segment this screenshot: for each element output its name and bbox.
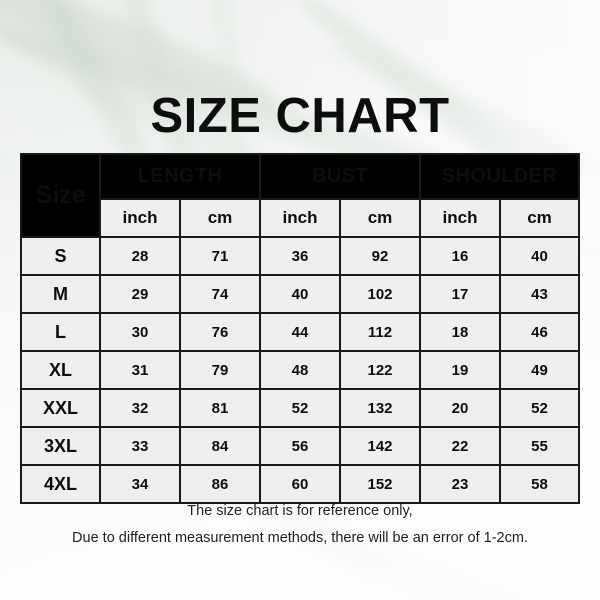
cell-bust-cm: 152 — [338, 464, 422, 504]
cell-shoulder-cm: 43 — [499, 274, 581, 314]
table-body: S 28 71 36 92 16 40 M 29 74 40 102 17 43 — [20, 236, 581, 504]
cell-bust-cm: 132 — [338, 388, 422, 428]
cell-shoulder-cm: 46 — [499, 312, 581, 352]
table-row: XL 31 79 48 122 19 49 — [20, 350, 581, 390]
cell-length-inch: 31 — [99, 350, 181, 390]
cell-shoulder-cm: 40 — [499, 236, 581, 276]
cell-length-inch: 33 — [99, 426, 181, 466]
table-header: Size LENGTH BUST SHOULDER inch cm inch c… — [20, 153, 581, 238]
unit-header-bust-inch: inch — [259, 198, 341, 238]
unit-header-length-inch: inch — [99, 198, 181, 238]
cell-bust-cm: 122 — [338, 350, 422, 390]
cell-shoulder-cm: 58 — [499, 464, 581, 504]
unit-header-length-cm: cm — [179, 198, 261, 238]
cell-shoulder-cm: 55 — [499, 426, 581, 466]
table-header-group-row: Size LENGTH BUST SHOULDER — [20, 153, 581, 238]
cell-bust-inch: 60 — [259, 464, 341, 504]
cell-length-inch: 30 — [99, 312, 181, 352]
cell-shoulder-inch: 23 — [419, 464, 502, 504]
unit-header-shoulder-cm: cm — [499, 198, 581, 238]
disclaimer-line-2: Due to different measurement methods, th… — [72, 530, 528, 546]
cell-bust-inch: 36 — [259, 236, 341, 276]
cell-bust-inch: 52 — [259, 388, 341, 428]
cell-length-cm: 84 — [179, 426, 261, 466]
cell-bust-cm: 112 — [338, 312, 422, 352]
unit-header-bust-cm: cm — [338, 198, 422, 238]
cell-shoulder-inch: 18 — [419, 312, 502, 352]
cell-bust-cm: 142 — [338, 426, 422, 466]
cell-size: 3XL — [20, 426, 101, 466]
table-row: L 30 76 44 112 18 46 — [20, 312, 581, 352]
column-header-bust: BUST — [258, 153, 422, 200]
cell-bust-inch: 44 — [259, 312, 341, 352]
cell-shoulder-inch: 19 — [419, 350, 502, 390]
cell-size: XL — [20, 350, 101, 390]
cell-size: XXL — [20, 388, 101, 428]
table-row: M 29 74 40 102 17 43 — [20, 274, 581, 314]
cell-shoulder-inch: 17 — [419, 274, 502, 314]
table-row: 4XL 34 86 60 152 23 58 — [20, 464, 581, 504]
cell-length-cm: 79 — [179, 350, 261, 390]
cell-bust-inch: 40 — [259, 274, 341, 314]
cell-shoulder-cm: 49 — [499, 350, 581, 390]
cell-length-inch: 29 — [99, 274, 181, 314]
table-row: S 28 71 36 92 16 40 — [20, 236, 581, 276]
cell-shoulder-inch: 20 — [419, 388, 502, 428]
column-header-size: Size — [20, 153, 101, 238]
cell-shoulder-inch: 22 — [419, 426, 502, 466]
cell-size: S — [20, 236, 101, 276]
cell-length-inch: 28 — [99, 236, 181, 276]
cell-length-inch: 32 — [99, 388, 181, 428]
cell-shoulder-inch: 16 — [419, 236, 502, 276]
disclaimer-line-1: The size chart is for reference only, — [187, 503, 413, 519]
cell-length-cm: 81 — [179, 388, 261, 428]
unit-header-shoulder-inch: inch — [419, 198, 502, 238]
page-title: SIZE CHART — [150, 89, 450, 143]
cell-bust-cm: 92 — [338, 236, 422, 276]
cell-size: 4XL — [20, 464, 101, 504]
cell-length-cm: 76 — [179, 312, 261, 352]
cell-shoulder-cm: 52 — [499, 388, 581, 428]
table-row: 3XL 33 84 56 142 22 55 — [20, 426, 581, 466]
cell-length-cm: 86 — [179, 464, 261, 504]
cell-length-inch: 34 — [99, 464, 181, 504]
cell-bust-inch: 48 — [259, 350, 341, 390]
cell-size: M — [20, 274, 101, 314]
table-header-unit-row: inch cm inch cm inch cm — [21, 198, 581, 238]
cell-bust-inch: 56 — [259, 426, 341, 466]
cell-length-cm: 71 — [179, 236, 261, 276]
cell-bust-cm: 102 — [338, 274, 422, 314]
column-header-length: LENGTH — [99, 153, 261, 200]
cell-size: L — [20, 312, 101, 352]
column-header-shoulder: SHOULDER — [419, 153, 581, 200]
table-row: XXL 32 81 52 132 20 52 — [20, 388, 581, 428]
size-chart-table: Size LENGTH BUST SHOULDER inch cm inch c… — [20, 153, 581, 504]
cell-length-cm: 74 — [179, 274, 261, 314]
